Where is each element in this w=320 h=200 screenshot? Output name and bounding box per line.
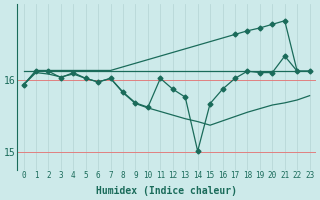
X-axis label: Humidex (Indice chaleur): Humidex (Indice chaleur) (96, 186, 237, 196)
